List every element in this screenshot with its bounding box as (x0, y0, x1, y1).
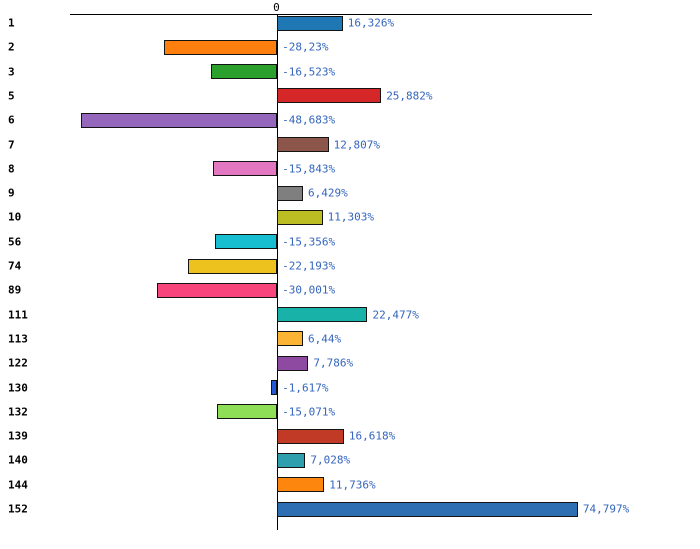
chart-row: 3 -16,523% (0, 63, 700, 87)
bar-6 (81, 112, 278, 128)
chart-row: 111 22,477% (0, 306, 700, 330)
chart-row: 10 11,303% (0, 208, 700, 232)
value-label: -30,001% (282, 283, 336, 297)
value-label: 7,028% (310, 453, 351, 467)
chart-row: 2 -28,23% (0, 38, 700, 62)
bar-10 (277, 209, 323, 225)
category-label: 7 (8, 138, 15, 151)
category-label: 3 (8, 65, 15, 79)
zero-axis-line (277, 14, 279, 530)
bar-74 (187, 258, 278, 274)
category-label: 10 (8, 210, 22, 224)
value-label: 16,618% (348, 429, 396, 443)
chart-row: 132 -15,071% (0, 403, 700, 427)
chart-row: 130 -1,617% (0, 379, 700, 403)
category-label: 74 (8, 259, 22, 273)
chart-row: 140 7,028% (0, 451, 700, 475)
value-label: 22,477% (372, 308, 419, 322)
chart-row: 9 6,429% (0, 184, 700, 208)
value-label: 74,797% (582, 502, 630, 516)
bar-3 (210, 64, 278, 80)
category-label: 122 (8, 356, 28, 370)
category-label: 132 (8, 405, 28, 419)
chart-row: 139 16,618% (0, 427, 700, 451)
chart-row: 1 16,326% (0, 14, 700, 38)
value-label: 11,736% (329, 478, 376, 492)
category-label: 2 (8, 40, 15, 54)
bar-7 (277, 137, 329, 152)
bar-139 (277, 428, 344, 444)
bar-8 (213, 161, 278, 177)
category-label: 140 (8, 453, 28, 467)
chart-row: 122 7,786% (0, 354, 700, 378)
category-label: 56 (8, 235, 22, 249)
category-label: 89 (8, 283, 22, 297)
chart-row: 144 11,736% (0, 476, 700, 500)
bar-1 (277, 15, 343, 31)
bar-5 (277, 88, 382, 104)
bar-111 (277, 307, 368, 323)
chart-row: 56 -15,356% (0, 233, 700, 257)
value-label: -15,356% (282, 235, 336, 249)
value-label: 16,326% (347, 16, 395, 30)
value-label: -16,523% (282, 65, 336, 79)
bar-144 (277, 477, 325, 493)
bar-152 (277, 501, 578, 517)
category-label: 5 (8, 89, 15, 103)
value-label: 6,44% (308, 332, 342, 346)
chart-row: 89 -30,001% (0, 281, 700, 305)
category-label: 144 (8, 478, 28, 492)
category-label: 9 (8, 186, 15, 200)
category-label: 139 (8, 429, 28, 443)
bar-130 (270, 380, 278, 395)
value-label: -48,683% (282, 113, 336, 127)
value-label: 12,807% (333, 138, 380, 151)
chart-row: 5 25,882% (0, 87, 700, 111)
chart-row: 152 74,797% (0, 500, 700, 524)
chart-row: 6 -48,683% (0, 111, 700, 135)
bar-140 (277, 452, 306, 468)
bar-9 (277, 185, 303, 201)
value-label: -15,843% (282, 162, 336, 176)
chart-row: 113 6,44% (0, 330, 700, 354)
bar-89 (156, 282, 278, 298)
category-label: 130 (8, 381, 28, 394)
category-label: 6 (8, 113, 15, 127)
zero-axis-label: 0 (273, 1, 280, 14)
value-label: 11,303% (327, 210, 374, 224)
bar-2 (163, 39, 278, 55)
category-label: 152 (8, 502, 28, 516)
bar-122 (277, 355, 309, 371)
chart-row: 7 12,807% (0, 136, 700, 160)
value-label: 6,429% (308, 186, 348, 200)
category-label: 1 (8, 16, 15, 30)
chart-row: 8 -15,843% (0, 160, 700, 184)
top-axis-line (70, 14, 592, 15)
value-label: -15,071% (282, 405, 336, 419)
value-label: -28,23% (282, 40, 329, 54)
category-label: 8 (8, 162, 15, 176)
value-label: -22,193% (282, 259, 336, 273)
value-label: -1,617% (282, 381, 329, 394)
chart-row: 74 -22,193% (0, 257, 700, 281)
category-label: 111 (8, 308, 28, 322)
bar-56 (215, 234, 278, 250)
bar-113 (277, 331, 303, 347)
value-label: 7,786% (313, 356, 354, 370)
category-label: 113 (8, 332, 28, 346)
value-label: 25,882% (386, 89, 433, 103)
bar-132 (216, 404, 278, 420)
